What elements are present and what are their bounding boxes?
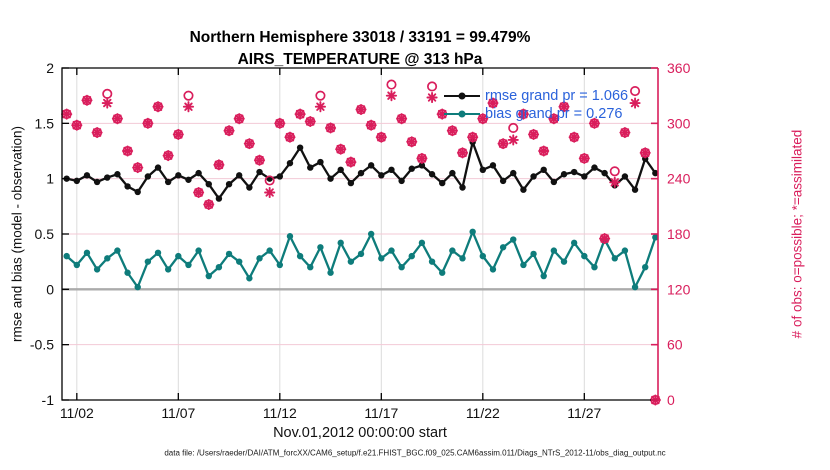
right-tick-label: 120 (667, 281, 691, 297)
rmse-line-swatch (444, 92, 480, 100)
right-tick-label: 240 (667, 171, 691, 187)
left-tick-label: 1.5 (35, 115, 55, 131)
data-file-caption: data file: /Users/raeder/DAI/ATM_forcXX/… (164, 448, 666, 458)
right-tick-label: 180 (667, 226, 691, 242)
bias-series (63, 228, 659, 291)
left-tick-label: 0 (46, 281, 54, 297)
x-tick-label: 11/07 (161, 405, 195, 421)
rmse-dot-icon (458, 92, 466, 100)
left-axis-label: rmse and bias (model - observation) (9, 125, 25, 343)
tick-labels: 11/02 11/07 11/12 11/17 11/22 11/27 2 1.5 1 0.5 0 -… (30, 60, 691, 421)
x-tick-label: 11/12 (263, 405, 297, 421)
assimilated-markers (61, 90, 661, 406)
x-axis-label: Nov.01,2012 00:00:00 start (273, 425, 447, 441)
left-tick-label: -1 (42, 392, 55, 408)
right-tick-label: 60 (667, 337, 683, 353)
left-tick-label: -0.5 (30, 337, 54, 353)
right-axis-label: # of obs: o=possible; *=assimilated (789, 129, 805, 339)
left-tick-label: 0.5 (35, 226, 55, 242)
x-tick-label: 11/02 (60, 405, 94, 421)
x-tick-label: 11/27 (567, 405, 601, 421)
legend-row-rmse: rmse grand pr = 1.066 (444, 87, 628, 105)
x-tick-label: 11/17 (364, 405, 398, 421)
legend-row-bias: bias grand pr = 0.276 (444, 105, 628, 123)
left-tick-label: 2 (46, 60, 54, 76)
x-tick-label: 11/22 (466, 405, 500, 421)
right-tick-label: 0 (667, 392, 675, 408)
bias-line-swatch (444, 110, 480, 118)
right-tick-label: 360 (667, 60, 691, 76)
legend-bias-label: bias grand pr = 0.276 (485, 106, 623, 122)
tick-marks (62, 67, 658, 401)
right-tick-label: 300 (667, 115, 691, 131)
chart-title-line2: AIRS_TEMPERATURE @ 313 hPa (237, 51, 483, 68)
legend-rmse-label: rmse grand pr = 1.066 (485, 88, 629, 104)
possible-markers (61, 79, 661, 406)
left-tick-label: 1 (46, 171, 54, 187)
rmse-series (63, 138, 659, 202)
legend: rmse grand pr = 1.066 bias grand pr = 0.… (444, 87, 628, 123)
bias-dot-icon (458, 110, 466, 118)
chart-title-line1: Northern Hemisphere 33018 / 33191 = 99.4… (189, 29, 531, 46)
